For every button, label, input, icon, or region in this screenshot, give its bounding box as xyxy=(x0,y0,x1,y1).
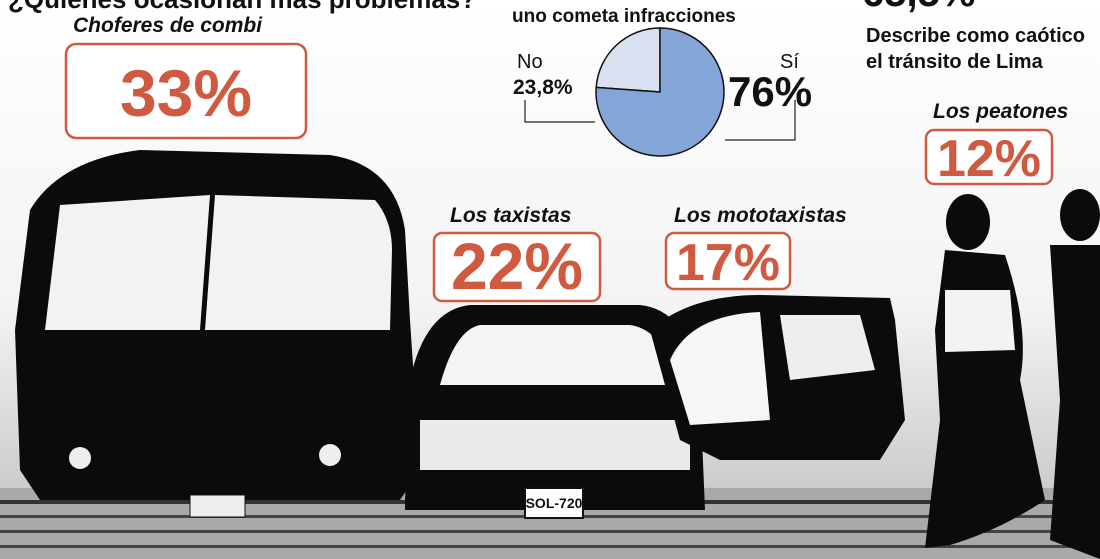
pie-category: No xyxy=(517,51,543,73)
pie-chart xyxy=(596,28,724,156)
headline: ¿Quiénes ocasionan más problemas? xyxy=(8,0,476,14)
group-percent: 17% xyxy=(676,234,780,292)
chaos-percent: 65,5% xyxy=(862,0,975,15)
group-label: Los taxistas xyxy=(450,204,571,227)
group-percent: 12% xyxy=(937,130,1041,188)
chaos-text: Describe como caótico xyxy=(866,25,1085,47)
group-percent: 22% xyxy=(451,229,583,303)
infographic: ¿Quiénes ocasionan más problemas? uno co… xyxy=(0,0,1100,559)
license-plate: SOL-720 xyxy=(526,495,583,511)
group-label: Choferes de combi xyxy=(73,14,263,37)
pie-value-label: 23,8% xyxy=(513,76,573,99)
pie-value-label: 76% xyxy=(728,68,812,115)
group-label: Los mototaxistas xyxy=(674,204,847,227)
group-percent: 33% xyxy=(120,56,252,130)
chaos-text: el tránsito de Lima xyxy=(866,51,1044,73)
combi-silhouette xyxy=(15,150,420,517)
group-label: Los peatones xyxy=(933,100,1068,123)
pie-title: uno cometa infracciones xyxy=(512,6,736,27)
mototaxi-silhouette xyxy=(650,295,905,460)
